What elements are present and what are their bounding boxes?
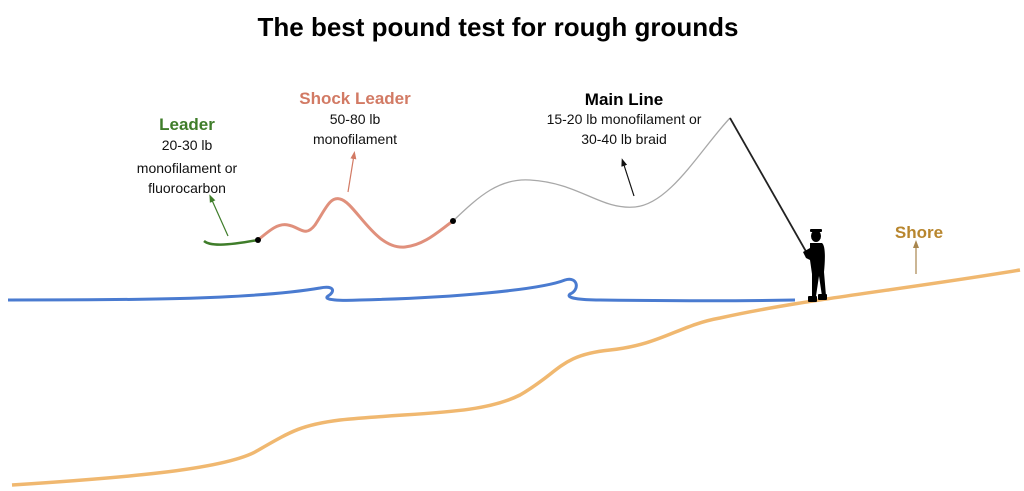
- leader-desc-line: 20-30 lb: [162, 137, 213, 153]
- main-line-label: Main Line: [585, 90, 663, 109]
- shock-leader-line: [257, 197, 454, 249]
- fishing-rod: [729, 117, 809, 256]
- diagram-title: The best pound test for rough grounds: [258, 12, 739, 42]
- swivel-knot: [255, 237, 261, 243]
- main-line-desc-line: 30-40 lb braid: [581, 131, 667, 147]
- shock-leader-arrow: [347, 151, 357, 193]
- leader-desc-line: fluorocarbon: [148, 180, 226, 196]
- leader-label: Leader: [159, 115, 215, 134]
- leader-arrow: [209, 194, 229, 237]
- fisherman-silhouette: [803, 229, 827, 302]
- main-line: [452, 117, 731, 222]
- shock-leader-desc-line: 50-80 lb: [330, 111, 381, 127]
- main-line-arrow: [621, 158, 635, 197]
- shock-leader-desc-line: monofilament: [313, 131, 397, 147]
- shore-line: [11, 268, 1021, 487]
- water-line: [7, 277, 796, 303]
- swivel-knot: [450, 218, 456, 224]
- shore-label: Shore: [895, 223, 943, 242]
- main-line-desc-line: 15-20 lb monofilament or: [547, 111, 702, 127]
- leader-line: [203, 238, 259, 246]
- leader-desc-line: monofilament or: [137, 160, 238, 176]
- shock-leader-label: Shock Leader: [299, 89, 411, 108]
